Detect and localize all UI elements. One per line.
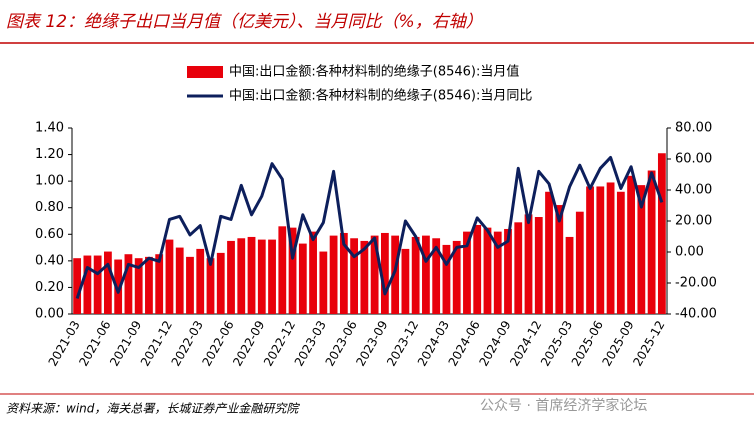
bar (370, 235, 379, 314)
bar (134, 258, 143, 314)
bar (237, 238, 246, 314)
bar (83, 255, 92, 314)
bar (350, 238, 359, 314)
bar (257, 239, 266, 314)
bar (647, 170, 656, 314)
bar (596, 186, 605, 314)
y-tick-label: 0.80 (35, 200, 64, 215)
legend-swatch (187, 66, 223, 78)
y2-tick-label: 80.00 (675, 121, 712, 136)
bar (637, 185, 646, 314)
bar (586, 186, 594, 314)
bar (380, 232, 389, 314)
line (75, 155, 664, 299)
bar (432, 238, 441, 314)
bar (616, 191, 625, 314)
bar (606, 182, 615, 314)
bar (247, 236, 256, 314)
bar (401, 248, 410, 314)
bar (278, 226, 287, 314)
bar (206, 258, 215, 314)
bar (442, 244, 451, 314)
bar (268, 239, 276, 314)
legend-label: 中国:出口金额:各种材料制的绝缘子(8546):当月值 (229, 64, 519, 80)
y-tick-label: 0.60 (35, 227, 64, 242)
bar (227, 240, 235, 314)
bar (493, 231, 502, 314)
bar (555, 205, 564, 314)
bar (175, 247, 184, 314)
bar (483, 227, 492, 314)
bar (155, 254, 164, 314)
bar (545, 191, 553, 314)
y-tick-label: 1.00 (35, 174, 64, 189)
bar (360, 240, 369, 314)
bar (104, 251, 112, 314)
bar (473, 224, 482, 314)
bar (124, 254, 133, 314)
y-tick-label: 1.40 (35, 121, 64, 136)
y2-tick-label: -20.00 (675, 276, 717, 291)
bar (216, 252, 225, 314)
bar (565, 236, 574, 314)
y2-tick-label: 0.00 (675, 245, 704, 260)
y2-tick-label: 60.00 (675, 152, 712, 167)
chart-title: 图表 12：绝缘子出口当月值（亿美元）、当月同比（%，右轴） (6, 12, 483, 32)
bar (534, 217, 543, 314)
bar (452, 240, 461, 314)
bar (319, 251, 328, 314)
bar (114, 259, 123, 314)
y-tick-label: 0.00 (35, 307, 64, 322)
bar (298, 243, 307, 314)
y2-tick-label: -40.00 (675, 307, 717, 322)
source: 资料来源：wind，海关总署，长城证券产业金融研究院 (6, 402, 300, 416)
bar (514, 222, 523, 314)
bar (93, 255, 102, 314)
y-tick-label: 0.40 (35, 253, 64, 268)
y-tick-label: 0.20 (35, 280, 64, 295)
bar (288, 227, 297, 314)
bar (186, 256, 194, 314)
bar (165, 239, 174, 314)
bar (73, 258, 82, 314)
bar (196, 248, 205, 314)
y2-tick-label: 20.00 (675, 214, 712, 229)
bar (657, 153, 666, 314)
bar (575, 211, 584, 314)
y2-tick-label: 40.00 (675, 183, 712, 198)
bar (339, 232, 348, 314)
bar (391, 235, 400, 314)
bar (463, 231, 471, 314)
bar (524, 214, 533, 314)
bar (411, 236, 420, 314)
bar (422, 235, 430, 314)
y-tick-label: 1.20 (35, 147, 64, 162)
watermark: 公众号 · 首席经济学家论坛 (480, 397, 647, 414)
bar (309, 231, 317, 314)
bar (329, 235, 338, 314)
bar (145, 256, 153, 314)
legend-label: 中国:出口金额:各种材料制的绝缘子(8546):当月同比 (229, 88, 532, 104)
bar (627, 175, 635, 314)
bar (504, 228, 512, 314)
